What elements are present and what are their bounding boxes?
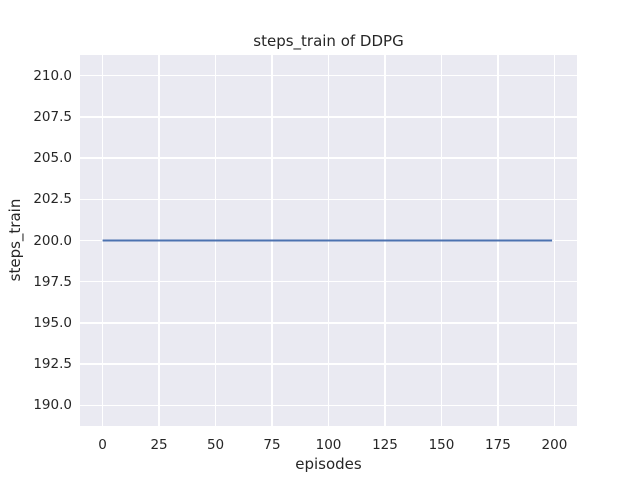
x-tick-label: 125 xyxy=(372,437,398,453)
y-gridline xyxy=(80,74,577,77)
data-line-svg xyxy=(102,239,553,242)
y-gridline xyxy=(80,198,577,201)
y-gridline xyxy=(80,322,577,324)
x-tick-label: 200 xyxy=(541,437,568,453)
y-gridline xyxy=(80,116,577,118)
plot-area xyxy=(80,55,577,426)
x-tick-label: 25 xyxy=(150,437,168,453)
x-tick-label: 100 xyxy=(315,437,342,453)
x-axis-label: episodes xyxy=(295,455,362,473)
x-tick-label: 150 xyxy=(428,437,455,453)
x-tick-label: 175 xyxy=(485,437,511,453)
y-tick-label: 192.5 xyxy=(33,356,72,373)
chart-title: steps_train of DDPG xyxy=(253,32,404,50)
y-gridline xyxy=(80,157,577,159)
y-tick-label: 195.0 xyxy=(33,314,72,331)
y-gridline xyxy=(80,404,577,407)
y-gridline xyxy=(80,280,577,283)
y-tick-label: 200.0 xyxy=(33,232,72,249)
y-tick-label: 197.5 xyxy=(33,273,72,290)
y-tick-label: 202.5 xyxy=(33,191,72,208)
y-tick-label: 190.0 xyxy=(33,397,72,414)
x-tick-label: 75 xyxy=(263,437,281,453)
x-tick-label: 0 xyxy=(98,437,107,453)
y-tick-label: 205.0 xyxy=(33,150,72,167)
y-gridline xyxy=(80,363,577,365)
y-tick-label: 210.0 xyxy=(33,67,72,84)
y-tick-label: 207.5 xyxy=(33,108,72,125)
x-tick-label: 50 xyxy=(206,437,225,453)
